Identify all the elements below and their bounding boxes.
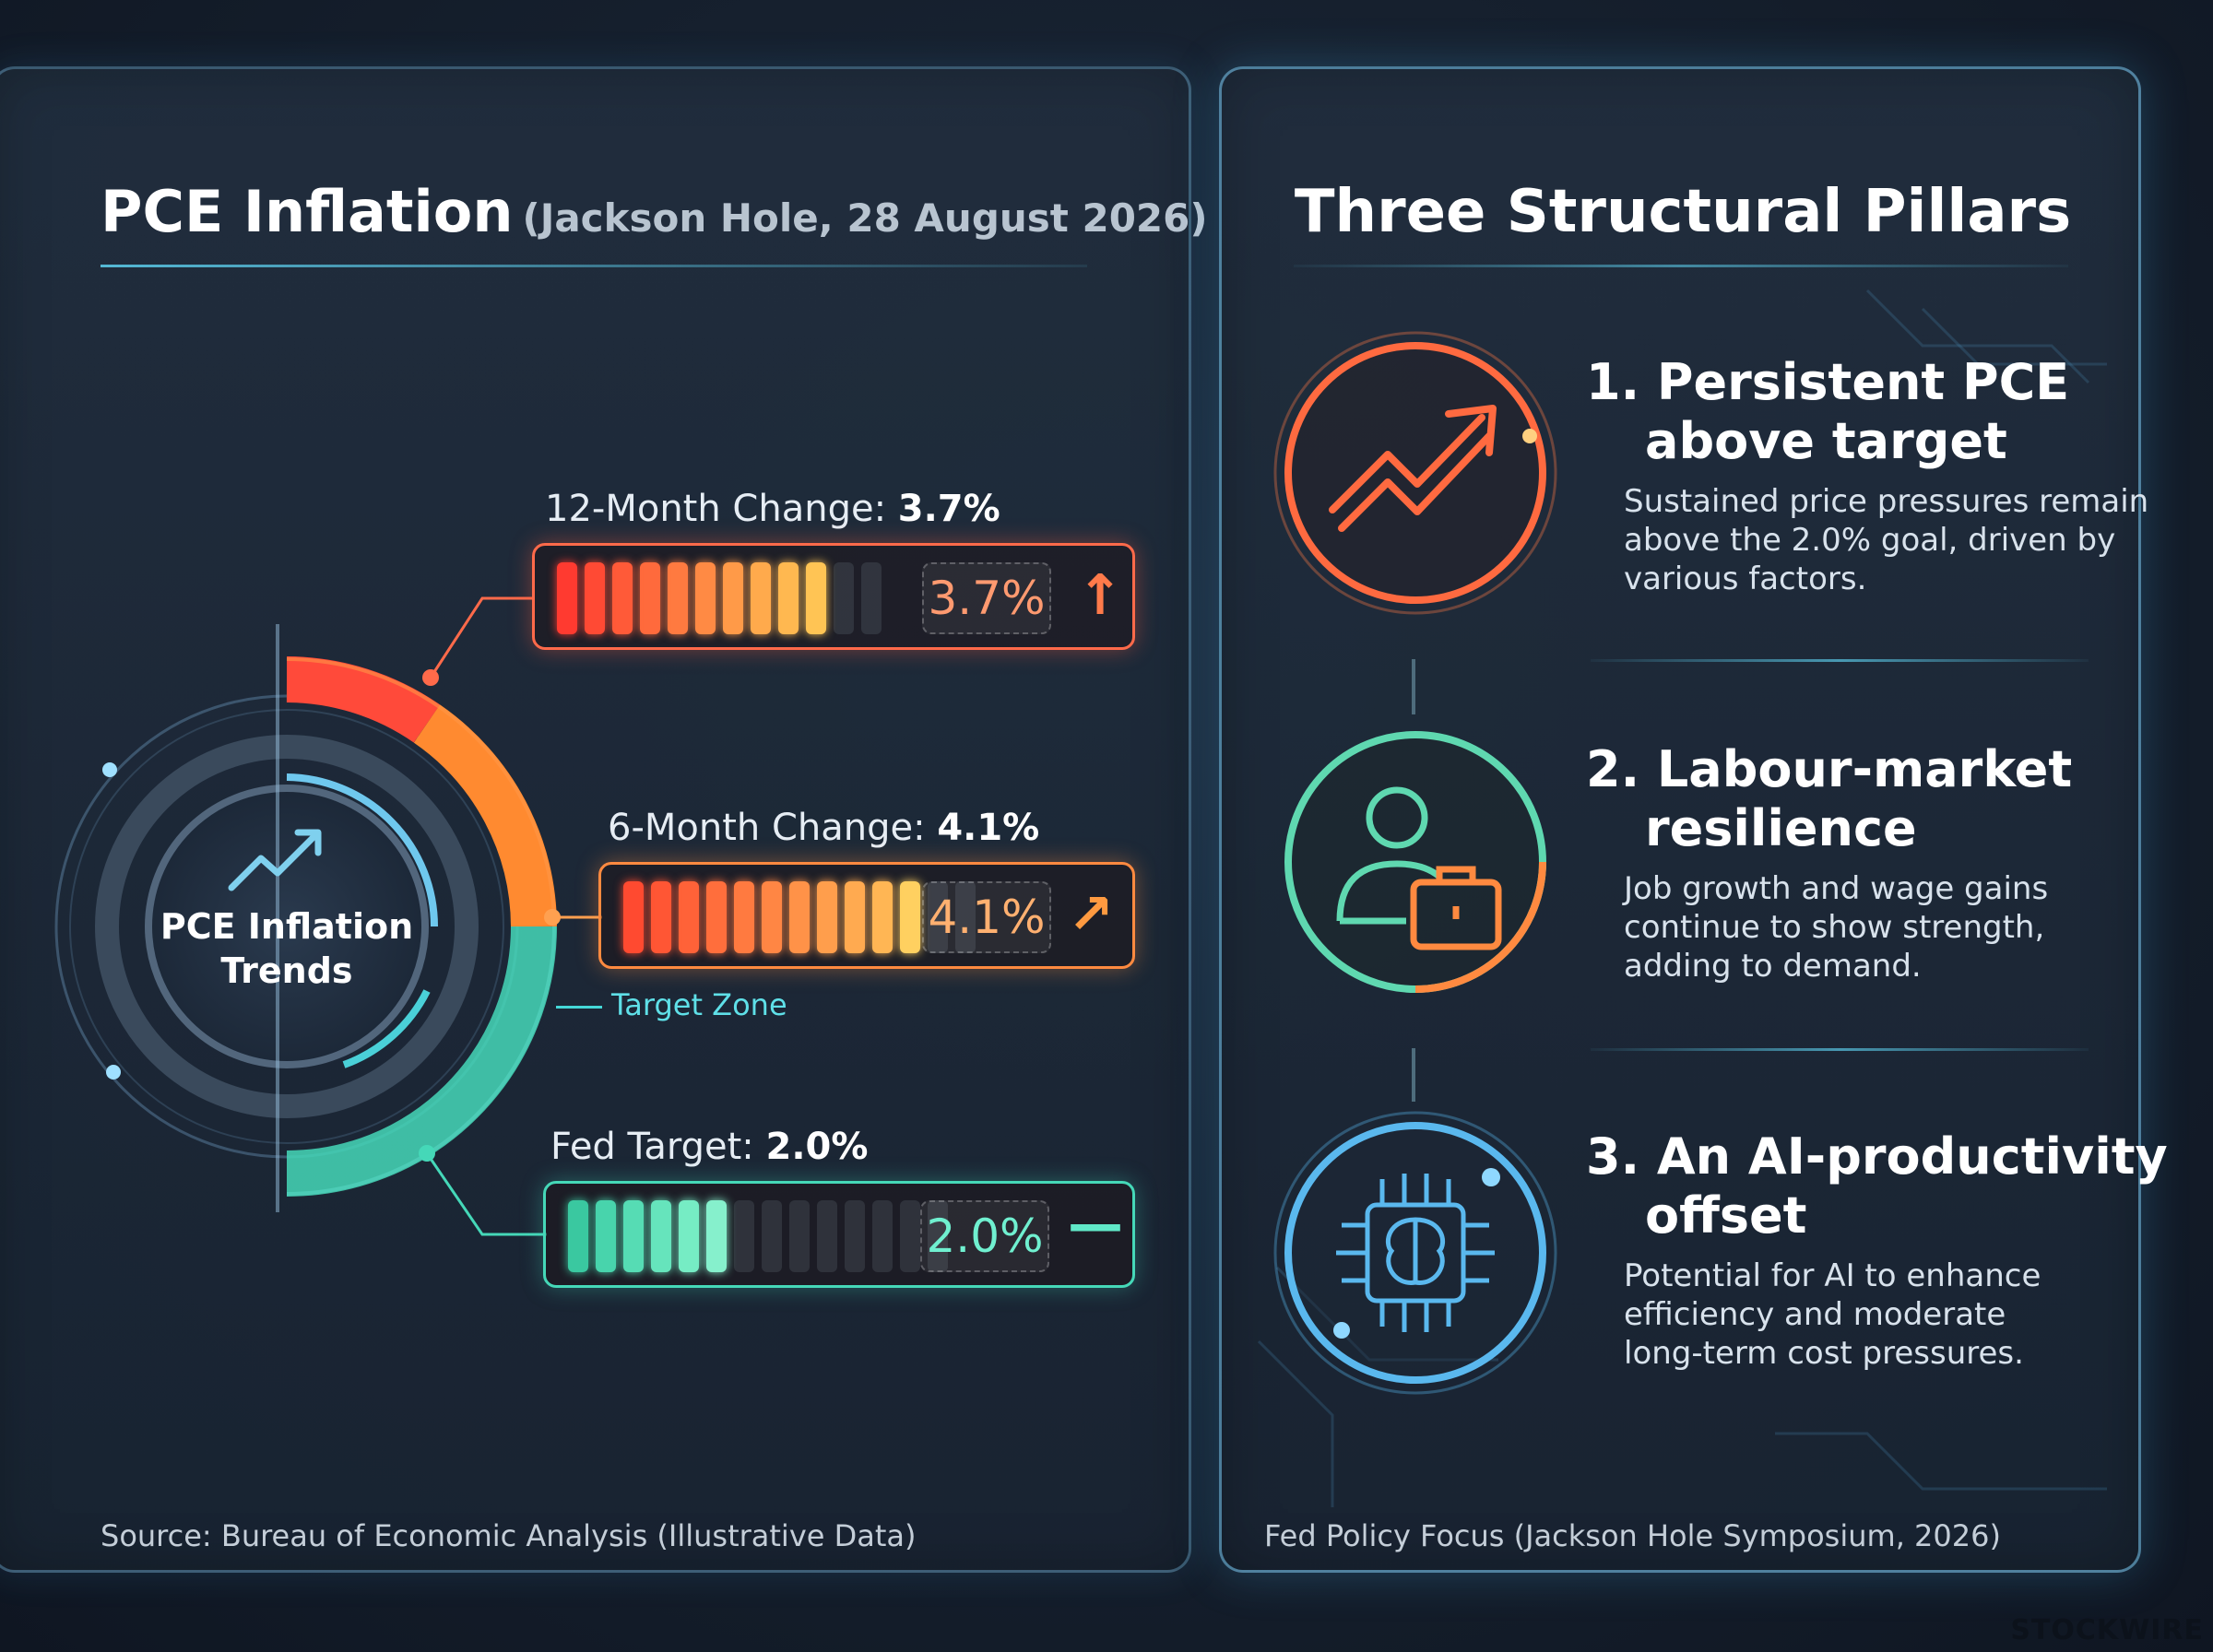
panel-title: PCE Inflation (Jackson Hole, 28 August 20… xyxy=(101,178,1208,245)
bar-segment xyxy=(723,562,743,634)
bar-segment xyxy=(845,1200,865,1272)
bar-segment xyxy=(789,1200,810,1272)
bar-segment xyxy=(817,1200,837,1272)
bar-segment xyxy=(668,562,688,634)
watermark: STOCKWIRE xyxy=(2010,1614,2204,1646)
bar-segment xyxy=(640,562,660,634)
bar-segment xyxy=(679,1200,699,1272)
pillar-3-text: Potential for AI to enhance efficiency a… xyxy=(1624,1257,2041,1372)
pillar-2-title: 2. Labour-market resilience xyxy=(1586,740,2073,857)
bar-segment xyxy=(778,562,799,634)
bar-segment xyxy=(651,881,671,953)
metric-6-month-label: 6-Month Change: 4.1% xyxy=(608,807,1040,849)
panel-title: Three Structural Pillars xyxy=(1294,178,2072,246)
divider xyxy=(1591,659,2089,662)
panel-subtitle: (Jackson Hole, 28 August 2026) xyxy=(522,195,1208,241)
bar-segment xyxy=(623,1200,644,1272)
metric-fed-target-value: 2.0% xyxy=(920,1200,1049,1272)
gauge-arc-hot xyxy=(286,656,441,743)
bar-segment xyxy=(817,881,837,953)
divider xyxy=(1591,1048,2089,1051)
pillar-1-text: Sustained price pressures remain above t… xyxy=(1624,483,2149,597)
bar-segment xyxy=(762,881,782,953)
metric-fed-target-bar: 2.0% — xyxy=(543,1181,1135,1288)
target-zone-label: Target Zone xyxy=(611,987,787,1022)
bar-segment xyxy=(651,1200,671,1272)
bar-segment xyxy=(596,1200,616,1272)
trend-up-arrow-icon xyxy=(1273,331,1557,615)
gauge-center-label: PCE Inflation Trends xyxy=(160,906,414,991)
metric-12-month-label: 12-Month Change: 3.7% xyxy=(545,488,1000,530)
arrow-up-right-icon: ↗ xyxy=(1068,882,1115,947)
bar-segment xyxy=(955,881,976,953)
bar-segment xyxy=(623,881,644,953)
metric-12-month-value: 3.7% xyxy=(922,562,1051,634)
bar-segment xyxy=(845,881,865,953)
title-underline xyxy=(1294,265,2068,267)
metric-12-month-bar: 3.7% ↑ xyxy=(532,543,1135,650)
trend-up-icon xyxy=(228,829,322,891)
bar-segment xyxy=(900,881,920,953)
bar-segment xyxy=(789,881,810,953)
bar-segment xyxy=(806,562,826,634)
pce-inflation-panel: PCE Inflation (Jackson Hole, 28 August 20… xyxy=(0,66,1208,1573)
bar-segment xyxy=(585,562,605,634)
bar-segment xyxy=(872,881,893,953)
arrow-up-icon: ↑ xyxy=(1077,563,1124,628)
title-underline xyxy=(101,265,1087,267)
bar-segment xyxy=(568,1200,588,1272)
bar-segment xyxy=(734,1200,754,1272)
metric-6-month-value: 4.1% xyxy=(922,881,1051,953)
metric-6-month-bar: 4.1% ↗ xyxy=(598,862,1135,969)
metric-fed-target-label: Fed Target: 2.0% xyxy=(550,1126,869,1168)
structural-pillars-panel: Three Structural Pillars xyxy=(1219,66,2168,1573)
policy-footer: Fed Policy Focus (Jackson Hole Symposium… xyxy=(1264,1518,2001,1553)
bar-segment xyxy=(900,1200,920,1272)
bar-segment xyxy=(695,562,716,634)
bar-segment xyxy=(762,1200,782,1272)
bar-segment xyxy=(734,881,754,953)
bar-segment xyxy=(872,1200,893,1272)
worker-briefcase-icon xyxy=(1284,731,1546,993)
bar-segment xyxy=(557,562,577,634)
inflation-gauge xyxy=(54,624,557,1212)
bar-segment xyxy=(751,562,771,634)
bar-segment xyxy=(834,562,854,634)
connector-lines xyxy=(419,596,602,1236)
bar-segment xyxy=(928,1200,948,1272)
ai-brain-chip-icon xyxy=(1273,1111,1557,1395)
flat-dash-icon: — xyxy=(1068,1192,1123,1257)
bar-segment xyxy=(679,881,699,953)
pillar-3-title: 3. An AI-productivity offset xyxy=(1586,1127,2168,1245)
pillar-2-text: Job growth and wage gains continue to sh… xyxy=(1624,870,2049,985)
gauge-arc-warm xyxy=(413,704,557,927)
bar-segment xyxy=(928,881,948,953)
bar-segment xyxy=(612,562,633,634)
bar-segment xyxy=(861,562,882,634)
pillar-1-title: 1. Persistent PCE above target xyxy=(1586,353,2070,470)
bar-segment xyxy=(706,1200,727,1272)
source-footer: Source: Bureau of Economic Analysis (Ill… xyxy=(101,1518,917,1553)
gauge-arc-cool xyxy=(286,926,557,1197)
circuit-decoration xyxy=(1257,289,2107,1507)
bar-segment xyxy=(706,881,727,953)
